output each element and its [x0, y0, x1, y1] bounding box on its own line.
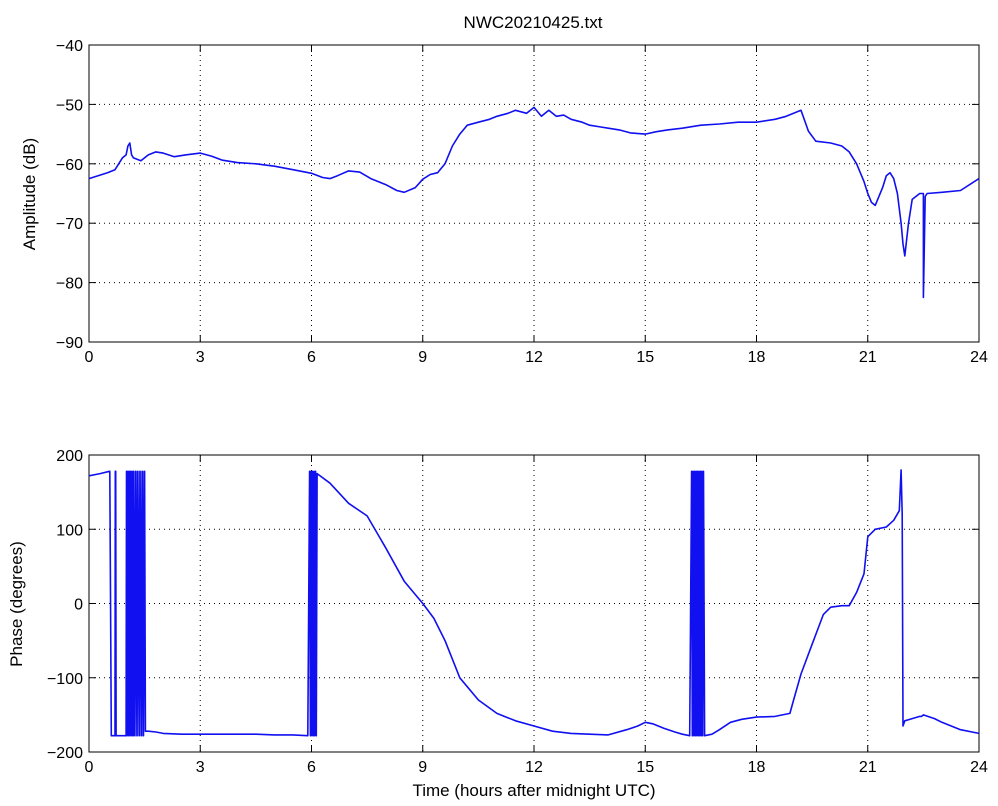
phase-y-tick-label: 0 [74, 597, 83, 614]
phase-y-tick-label: −100 [47, 671, 83, 688]
amplitude-x-tick-label: 15 [636, 349, 654, 366]
amplitude-x-tick-label: 12 [525, 349, 543, 366]
amplitude-y-tick-label: −80 [56, 276, 83, 293]
phase-series-line [88, 469, 980, 737]
phase-x-axis-label: Time (hours after midnight UTC) [412, 781, 655, 800]
phase-y-tick-label: −200 [47, 745, 83, 762]
amplitude-panel: 0 3 6 9 12 15 18 21 24 −90 −80 −70 −60 −50 −40 Amplitu… [20, 38, 988, 366]
amplitude-x-tick-label: 9 [418, 349, 427, 366]
phase-y-axis-label: Phase (degrees) [7, 541, 26, 667]
phase-panel: 0 3 6 9 12 15 18 21 24 −200 −100 0 100 200 Phase (deg… [7, 448, 988, 800]
phase-x-tick-label: 18 [748, 759, 766, 776]
phase-x-tick-label: 0 [85, 759, 94, 776]
phase-x-tick-label: 21 [859, 759, 877, 776]
chart-title: NWC20210425.txt [464, 13, 603, 32]
phase-x-tick-label: 9 [418, 759, 427, 776]
amplitude-x-tick-label: 0 [85, 349, 94, 366]
phase-ticks: 0 3 6 9 12 15 18 21 24 −200 −100 0 100 200 [47, 448, 988, 776]
amplitude-x-tick-label: 3 [196, 349, 205, 366]
amplitude-y-tick-label: −40 [56, 38, 83, 55]
amplitude-y-tick-label: −50 [56, 97, 83, 114]
amplitude-series-line [88, 106, 980, 299]
amplitude-x-tick-label: 6 [307, 349, 316, 366]
amplitude-ticks: 0 3 6 9 12 15 18 21 24 −90 −80 −70 −60 −50 −40 [56, 38, 988, 366]
amplitude-y-tick-label: −60 [56, 157, 83, 174]
amplitude-plot-area [88, 44, 980, 343]
phase-x-tick-label: 15 [636, 759, 654, 776]
phase-x-tick-label: 6 [307, 759, 316, 776]
amplitude-y-axis-label: Amplitude (dB) [20, 138, 39, 250]
phase-x-tick-label: 12 [525, 759, 543, 776]
phase-y-tick-label: 100 [56, 522, 83, 539]
amplitude-x-tick-label: 21 [859, 349, 877, 366]
amplitude-y-tick-label: −90 [56, 335, 83, 352]
amplitude-grid [89, 45, 979, 342]
phase-y-tick-label: 200 [56, 448, 83, 465]
phase-grid [89, 455, 979, 752]
amplitude-x-tick-label: 24 [970, 349, 988, 366]
amplitude-x-tick-label: 18 [748, 349, 766, 366]
phase-x-tick-label: 3 [196, 759, 205, 776]
amplitude-y-tick-label: −70 [56, 216, 83, 233]
phase-x-tick-label: 24 [970, 759, 988, 776]
